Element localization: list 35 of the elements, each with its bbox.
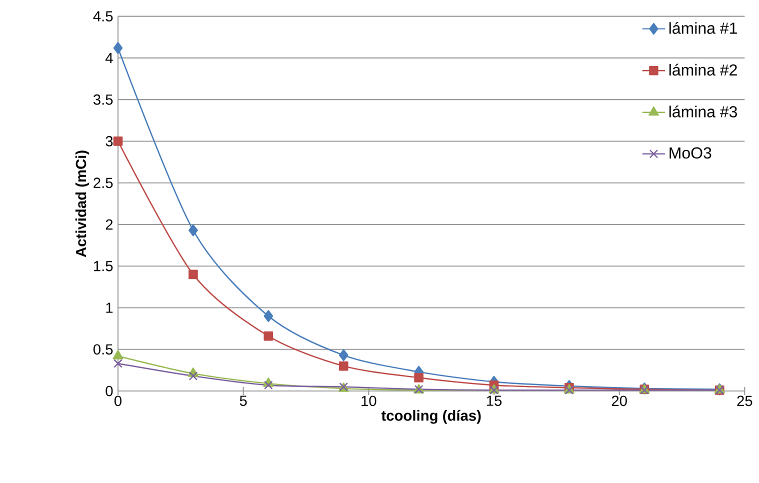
- y-tick-label: 3.5: [93, 94, 113, 105]
- y-tick-label: 1.5: [94, 261, 113, 272]
- point: [113, 136, 123, 146]
- y-tick-label: 0.5: [93, 344, 113, 355]
- point: [113, 42, 123, 54]
- x-axis-title: tcooling (días): [381, 410, 481, 424]
- point: [112, 350, 124, 360]
- point: [188, 224, 198, 236]
- x-tick-label: 0: [114, 396, 122, 406]
- legend-label: lámina #3: [669, 106, 738, 118]
- point: [264, 380, 273, 390]
- point: [114, 359, 122, 368]
- y-tick-label: 3: [106, 136, 113, 146]
- point: [414, 373, 424, 382]
- point: [264, 331, 274, 341]
- x-tick-label: 10: [362, 396, 376, 406]
- point: [188, 372, 198, 380]
- y-tick-label: 1: [106, 302, 113, 313]
- point: [264, 310, 274, 322]
- y-axis-title: Actividad (mCi): [75, 150, 90, 258]
- point: [188, 270, 198, 280]
- y-tick-label: 2: [106, 219, 113, 230]
- x-tick-label: 5: [240, 396, 247, 406]
- x-tick-label: 20: [612, 396, 627, 406]
- y-tick-label: 4: [105, 52, 113, 64]
- y-tick-label: 2.5: [94, 178, 113, 188]
- x-tick-label: 25: [737, 396, 752, 406]
- y-tick-label: 0: [106, 386, 113, 396]
- point: [338, 361, 348, 371]
- y-tick-label: 4.5: [93, 11, 113, 22]
- legend-label: lámina #1: [669, 22, 737, 34]
- x-tick-label: 15: [486, 396, 502, 406]
- legend-label: lámina #2: [669, 64, 737, 76]
- point: [338, 349, 348, 362]
- legend-label: MoO3: [670, 147, 712, 159]
